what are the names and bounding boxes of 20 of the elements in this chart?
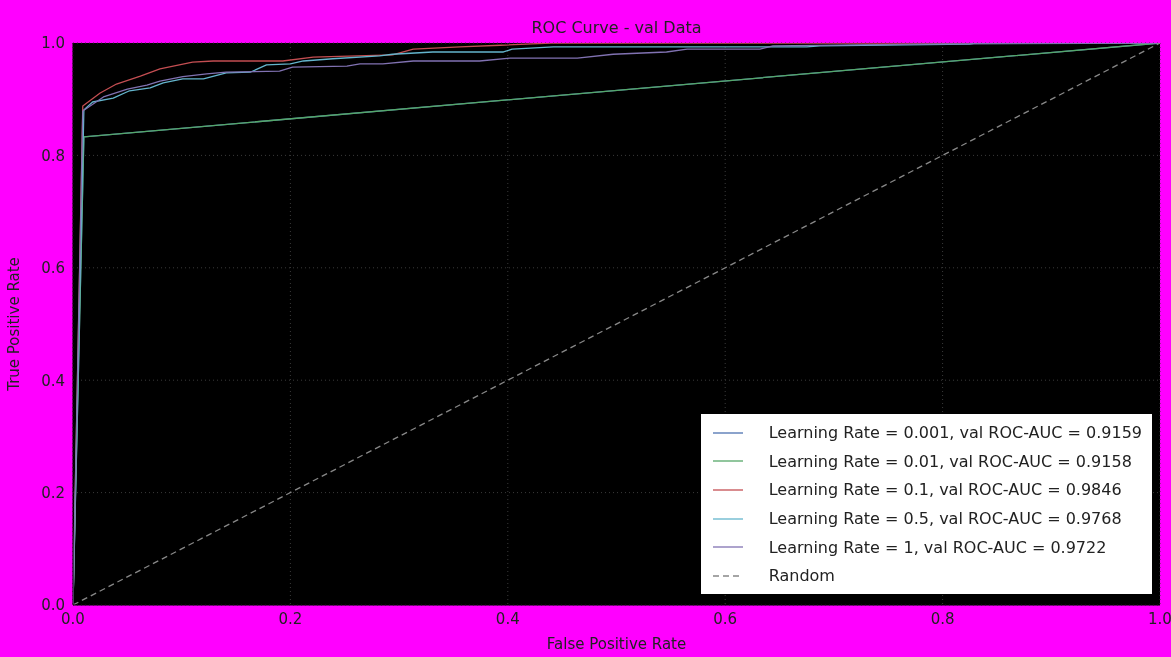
y-tick-label: 0.4 — [41, 371, 65, 390]
y-tick-label: 0.8 — [41, 146, 65, 165]
x-tick-label: 1.0 — [1148, 609, 1171, 628]
x-axis-title: False Positive Rate — [546, 635, 687, 653]
legend-label: Learning Rate = 0.001, val ROC-AUC = 0.9159 — [768, 423, 1142, 443]
chart-title: ROC Curve - val Data — [530, 18, 703, 37]
y-axis-title: True Positive Rate — [5, 257, 24, 392]
legend-label: Learning Rate = 0.01, val ROC-AUC = 0.9158 — [768, 451, 1132, 471]
legend-label: Learning Rate = 0.1, val ROC-AUC = 0.9846 — [768, 480, 1122, 500]
x-tick-label: 0.6 — [713, 609, 738, 628]
y-tick-label: 1.0 — [41, 34, 65, 53]
legend-label: Learning Rate = 1, val ROC-AUC = 0.9722 — [768, 537, 1107, 557]
x-tick-label: 0.2 — [278, 609, 303, 628]
y-tick-label: 0.6 — [41, 259, 65, 278]
legend-label: Learning Rate = 0.5, val ROC-AUC = 0.9768 — [768, 509, 1122, 529]
legend-label: Random — [768, 566, 835, 586]
x-tick-label: 0.4 — [495, 609, 520, 628]
x-tick-label: 0.8 — [930, 609, 955, 628]
y-tick-label: 0.2 — [41, 483, 65, 502]
x-tick-label: 0.0 — [61, 609, 85, 628]
